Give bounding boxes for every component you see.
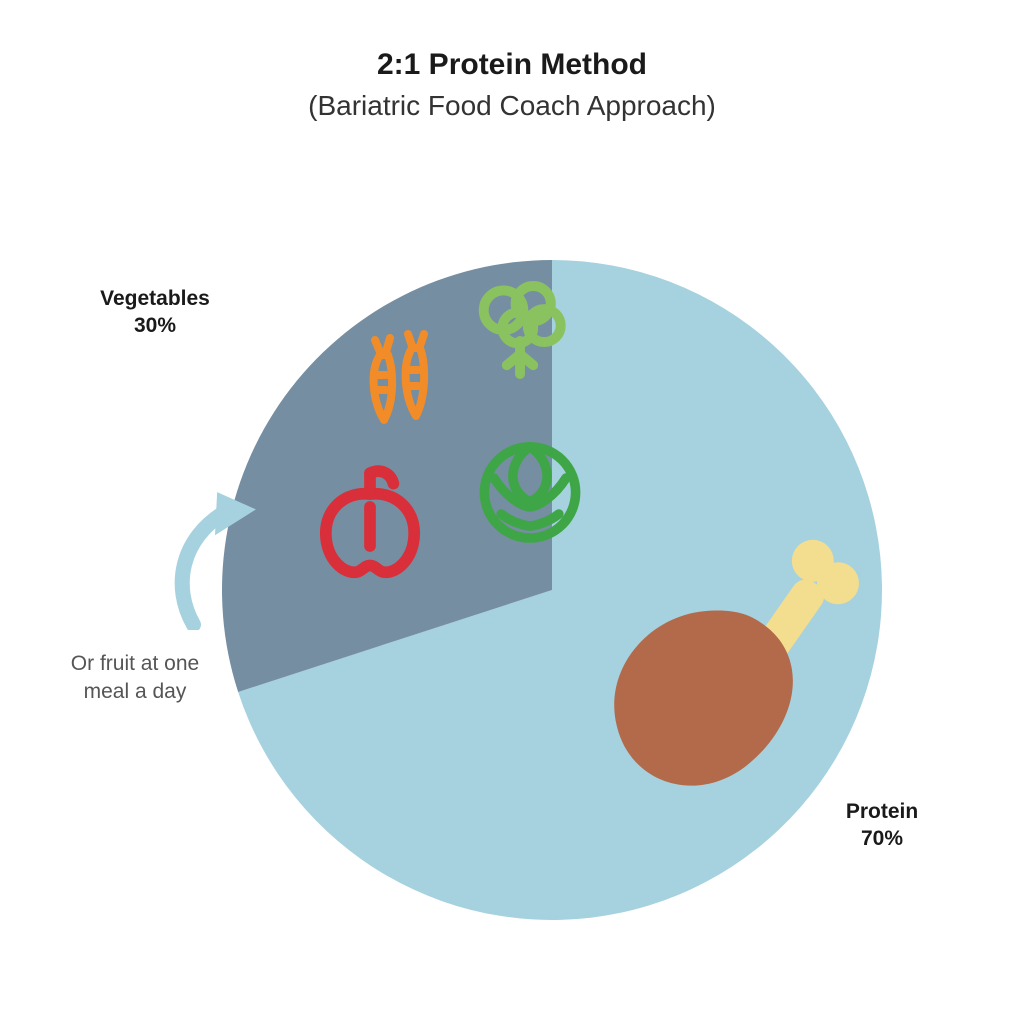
drumstick-icon	[600, 530, 880, 810]
vegetables-label: Vegetables 30%	[75, 285, 235, 340]
carrots-icon	[350, 330, 450, 430]
fruit-note-line2: meal a day	[84, 680, 187, 703]
fruit-note-line1: Or fruit at one	[71, 652, 199, 675]
protein-label: Protein 70%	[802, 798, 962, 853]
protein-label-name: Protein	[802, 798, 962, 825]
broccoli-icon	[465, 275, 575, 385]
arrow-icon	[160, 490, 270, 630]
vegetables-label-name: Vegetables	[75, 285, 235, 312]
pepper-icon	[305, 455, 435, 585]
cabbage-icon	[470, 430, 590, 550]
fruit-note: Or fruit at one meal a day	[45, 650, 225, 707]
vegetables-label-pct: 30%	[75, 312, 235, 339]
protein-label-pct: 70%	[802, 825, 962, 852]
